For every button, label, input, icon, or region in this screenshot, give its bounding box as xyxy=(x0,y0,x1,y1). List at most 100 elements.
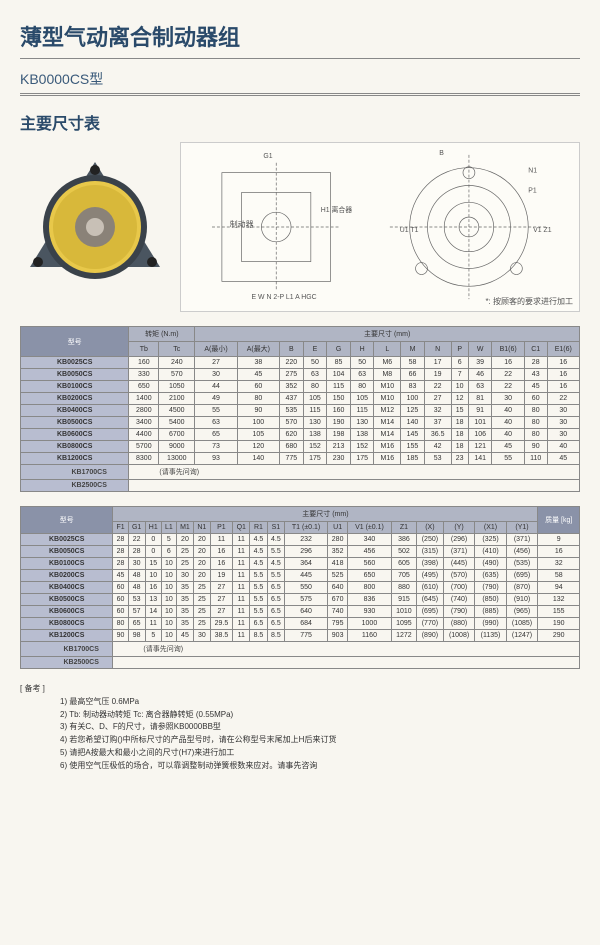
value-cell: (965) xyxy=(506,606,538,618)
value-cell: 30 xyxy=(492,393,524,405)
clutch-label: H1 离合器 xyxy=(321,205,353,214)
value-cell: 104 xyxy=(327,369,351,381)
value-cell: 11 xyxy=(233,546,250,558)
col-header: P1 xyxy=(210,522,233,534)
note-item: 最高空气压 0.6MPa xyxy=(60,696,580,709)
col-header: E xyxy=(303,342,327,357)
inquiry-row: KB1700CS(请事先问询) xyxy=(21,642,580,657)
value-cell: 130 xyxy=(303,417,327,429)
col-header: V1 (±0.1) xyxy=(348,522,392,534)
table-row: KB0100CS28301510252016114.54.53644185606… xyxy=(21,558,580,570)
table-row: KB0025CS282205202011114.54.5232280340386… xyxy=(21,534,580,546)
value-cell: 43 xyxy=(524,369,547,381)
value-cell: 10 xyxy=(161,594,176,606)
value-cell: 5 xyxy=(145,630,161,642)
value-cell: (645) xyxy=(417,594,444,606)
value-cell: 185 xyxy=(401,453,425,465)
value-cell: M8 xyxy=(374,369,401,381)
value-cell: 106 xyxy=(468,429,492,441)
model-subtitle: KB0000CS型 xyxy=(20,69,580,96)
value-cell: 141 xyxy=(468,453,492,465)
value-cell: M16 xyxy=(374,453,401,465)
value-cell: (296) xyxy=(443,534,475,546)
value-cell: (315) xyxy=(417,546,444,558)
value-cell: 25 xyxy=(194,618,210,630)
value-cell: 37 xyxy=(424,417,451,429)
value-cell: 45 xyxy=(547,453,579,465)
value-cell: 20 xyxy=(194,546,210,558)
note-item: 请把A按最大和最小之间的尺寸(H7)来进行加工 xyxy=(60,747,580,760)
value-cell: 0 xyxy=(145,546,161,558)
value-cell: (770) xyxy=(417,618,444,630)
value-cell: (695) xyxy=(506,570,538,582)
value-cell: 46 xyxy=(468,369,492,381)
value-cell: 105 xyxy=(237,429,279,441)
value-cell: 2100 xyxy=(159,393,195,405)
col-header: G1 xyxy=(128,522,145,534)
model-cell: KB1200CS xyxy=(21,630,113,642)
value-cell: 105 xyxy=(303,393,327,405)
value-cell: 930 xyxy=(348,606,392,618)
value-cell: 58 xyxy=(401,357,425,369)
value-cell: 45 xyxy=(113,570,128,582)
col-header: Tb xyxy=(129,342,159,357)
value-cell: 190 xyxy=(327,417,351,429)
value-cell: 5700 xyxy=(129,441,159,453)
value-cell: 16 xyxy=(547,381,579,393)
value-cell: 28 xyxy=(128,546,145,558)
model-cell: KB0025CS xyxy=(21,534,113,546)
value-cell: 53 xyxy=(128,594,145,606)
value-cell: 101 xyxy=(468,417,492,429)
value-cell: 6.5 xyxy=(267,618,284,630)
value-cell: 60 xyxy=(237,381,279,393)
svg-text:E W N 2-P L1 A HGC: E W N 2-P L1 A HGC xyxy=(252,294,317,301)
value-cell: 275 xyxy=(280,369,304,381)
value-cell: 800 xyxy=(348,582,392,594)
value-cell: 155 xyxy=(401,441,425,453)
value-cell: 80 xyxy=(350,381,374,393)
value-cell: 705 xyxy=(391,570,416,582)
value-cell: M14 xyxy=(374,417,401,429)
value-cell: 145 xyxy=(401,429,425,441)
col-header: F1 xyxy=(113,522,128,534)
value-cell: 6 xyxy=(161,546,176,558)
value-cell: 30 xyxy=(547,417,579,429)
value-cell: 45 xyxy=(492,441,524,453)
t1-hdr-torque: 转矩 (N.m) xyxy=(129,327,195,342)
value-cell: 30 xyxy=(128,558,145,570)
value-cell: 20 xyxy=(194,570,210,582)
t2-hdr-weight: 质量 [kg] xyxy=(538,507,580,534)
value-cell: 10 xyxy=(161,570,176,582)
table-row: KB0800CS80651110352529.5116.56.568479510… xyxy=(21,618,580,630)
note-item: 若您希望订购()中所标尺寸的产品型号时，请在公称型号末尾加上H后来订货 xyxy=(60,734,580,747)
value-cell: 27 xyxy=(195,357,237,369)
value-cell: 10 xyxy=(161,606,176,618)
value-cell: 15 xyxy=(145,558,161,570)
table-row: KB0600CS4400670065105620138198138M141453… xyxy=(21,429,580,441)
value-cell: 502 xyxy=(391,546,416,558)
value-cell: 98 xyxy=(128,630,145,642)
value-cell: (990) xyxy=(475,618,506,630)
value-cell: 11 xyxy=(233,630,250,642)
value-cell: 190 xyxy=(538,618,580,630)
value-cell: 63 xyxy=(350,369,374,381)
value-cell: 44 xyxy=(195,381,237,393)
value-cell: 20 xyxy=(194,534,210,546)
value-cell: 9 xyxy=(538,534,580,546)
value-cell: 1000 xyxy=(348,618,392,630)
value-cell: 45 xyxy=(237,369,279,381)
value-cell: 100 xyxy=(401,393,425,405)
t1-hdr-model: 型号 xyxy=(21,327,129,357)
t1-hdr-dims: 主要尺寸 (mm) xyxy=(195,327,580,342)
value-cell: (700) xyxy=(443,582,475,594)
value-cell: 240 xyxy=(159,357,195,369)
value-cell: (371) xyxy=(506,534,538,546)
value-cell: 11 xyxy=(233,618,250,630)
value-cell: 8.5 xyxy=(267,630,284,642)
value-cell: 27 xyxy=(210,606,233,618)
value-cell: 105 xyxy=(350,393,374,405)
value-cell: 53 xyxy=(424,453,451,465)
value-cell: 570 xyxy=(280,417,304,429)
col-header: L1 xyxy=(161,522,176,534)
value-cell: 8300 xyxy=(129,453,159,465)
